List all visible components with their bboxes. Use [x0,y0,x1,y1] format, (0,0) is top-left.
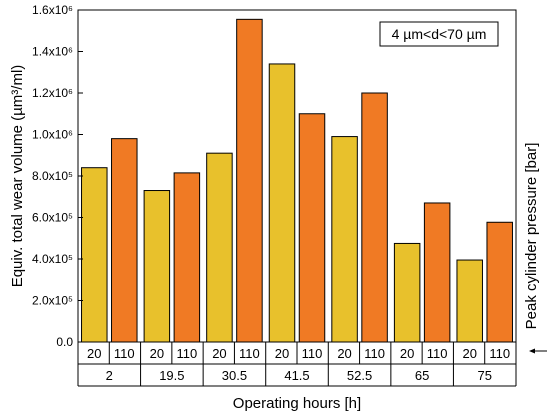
bar-41_5h-20bar [268,63,296,343]
bar-65h-20bar [393,242,421,343]
bar-30_5h-20bar [206,152,233,343]
arrow-head [529,348,535,354]
pressure-label: 110 [427,346,448,361]
bars-layer [81,18,513,343]
hours-label: 52.5 [347,368,372,383]
bar-30_5h-110bar [236,18,263,343]
bar-75h-110bar [486,221,513,343]
annotation-text: 4 µm<d<70 µm [392,26,487,42]
bar-75h-20bar [456,259,483,343]
pressure-label: 110 [239,346,260,361]
bar-19_5h-110bar [173,172,201,343]
pressure-label: 20 [150,346,164,361]
annotation-box [379,21,499,47]
y-tick-label: 1.4x10⁶ [32,45,73,59]
y-tick-label: 4.0x10⁵ [32,252,73,266]
pressure-label: 20 [275,346,289,361]
bar-41_5h-110bar [298,113,326,343]
y-tick-label: 1.2x10⁶ [32,86,73,100]
pressure-label: 110 [489,346,510,361]
pressure-label: 110 [176,346,197,361]
x-axis-label: Operating hours [h] [233,395,361,412]
hours-label: 19.5 [159,368,184,383]
y-tick-label: 1.6x10⁶ [32,3,73,17]
hours-label: 2 [106,368,113,383]
bar-2h-20bar [81,167,108,343]
y-tick-label: 1.0x10⁶ [32,128,73,142]
pressure-label: 20 [87,346,101,361]
hours-label: 41.5 [284,368,309,383]
pressure-label: 20 [400,346,414,361]
y-tick-label: 0.0 [56,335,73,349]
bar-65h-110bar [423,202,451,343]
right-axis-label: Peak cylinder pressure [bar] [523,143,540,330]
pressure-label: 20 [212,346,226,361]
bar-2h-110bar [111,138,138,343]
y-tick-label: 6.0x10⁵ [32,211,73,225]
pressure-label: 110 [302,346,323,361]
pressure-label: 20 [462,346,476,361]
hours-label: 75 [477,368,491,383]
pressure-label: 110 [364,346,385,361]
hours-label: 65 [415,368,429,383]
y-tick-label: 2.0x10⁵ [32,294,73,308]
bar-19_5h-20bar [143,190,171,343]
pressure-label: 20 [337,346,351,361]
hours-label: 30.5 [222,368,247,383]
y-tick-label: 8.0x10⁵ [32,169,73,183]
bar-52_5h-110bar [361,92,388,343]
pressure-label: 110 [114,346,135,361]
y-axis-label: Equiv. total wear volume (µm³/ml) [9,65,26,288]
y-axis-ticks: 0.0 2.0x10⁵ 4.0x10⁵ 6.0x10⁵ 8.0x10⁵ 1.0x10⁶ 1.… [32,3,83,349]
bar-52_5h-20bar [331,136,358,343]
